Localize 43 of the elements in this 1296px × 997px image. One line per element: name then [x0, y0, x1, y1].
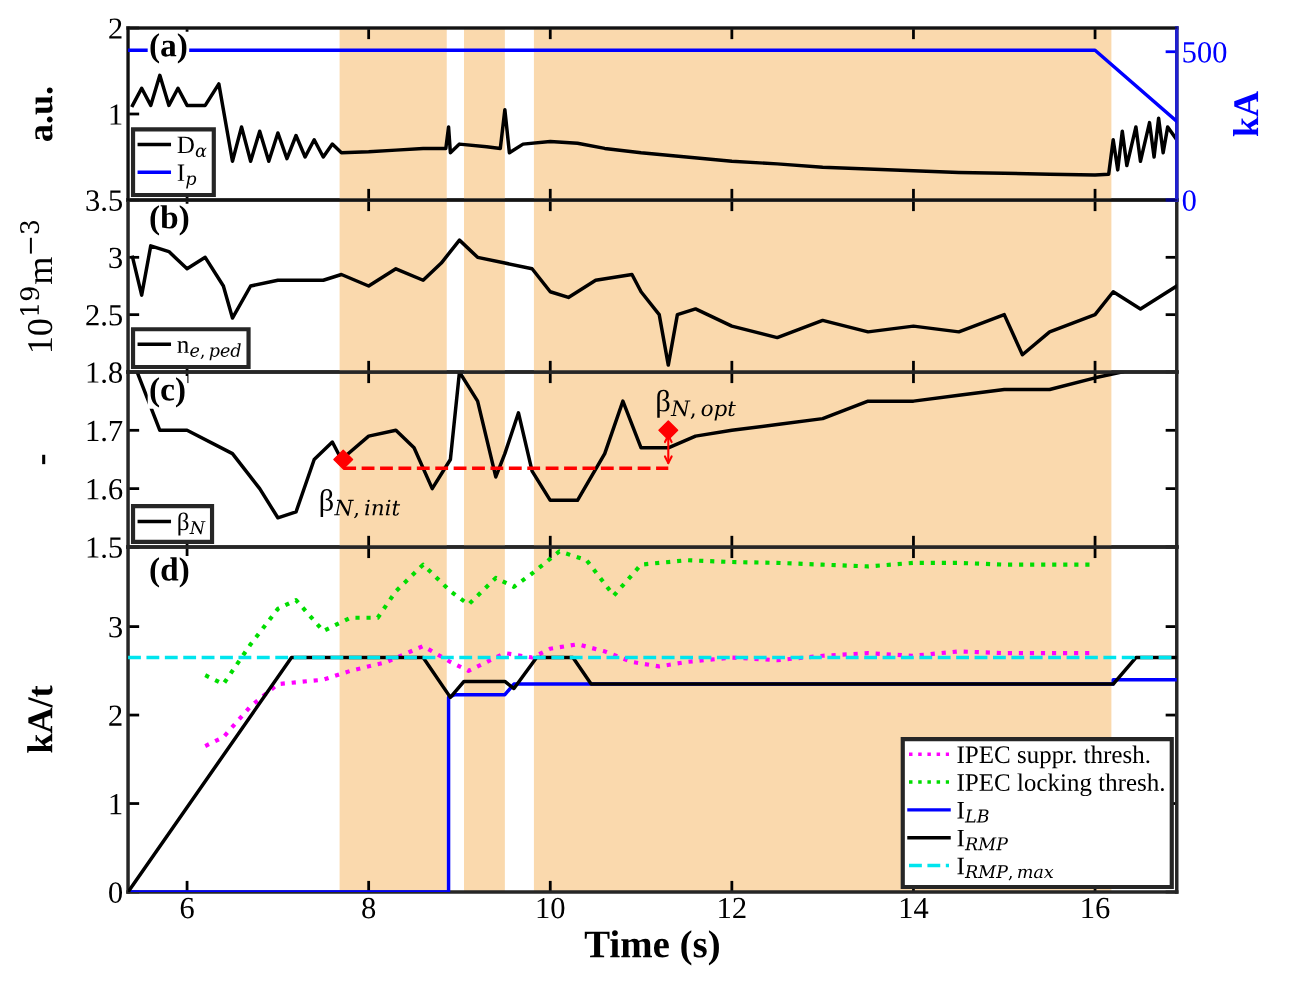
- x-tick-label: 16: [1082, 897, 1110, 919]
- y-axis-title: -: [42, 454, 46, 465]
- y-tick-label: 2: [109, 705, 122, 726]
- x-tick-label: 8: [362, 897, 376, 919]
- y-tick-label: 1: [110, 104, 122, 125]
- y-tick-label: 1.7: [87, 420, 123, 442]
- x-axis-title: Time (s): [584, 930, 719, 966]
- legend-label: I$_{RMP}$: [957, 829, 1008, 851]
- annotation: β$_{N,init}$: [320, 489, 401, 519]
- y2-tick-label: 500: [1183, 42, 1227, 63]
- y-tick-label: 3.5: [86, 190, 122, 212]
- legend-label: I$_{LB}$: [957, 802, 989, 823]
- legend-label: I$_{RMP,max}$: [957, 857, 1054, 881]
- x-tick-label: 12: [719, 897, 746, 919]
- y-tick-label: 3: [109, 247, 122, 269]
- y-tick-label: 1.6: [87, 479, 123, 500]
- line-series: [130, 238, 1177, 367]
- legend-label: n$_{e,ped}$: [177, 340, 241, 361]
- annotation: β$_{N,opt}$: [657, 389, 736, 421]
- annotation: (d): [150, 557, 189, 588]
- y-tick-label: 3: [109, 616, 122, 638]
- x-tick-label: 14: [900, 897, 929, 919]
- annotation: (c): [150, 377, 185, 408]
- y-axis-title: kA/t: [27, 685, 53, 753]
- annotation: (a): [150, 33, 187, 64]
- y-axis-title: a.u.: [35, 87, 53, 141]
- annotation: (b): [150, 205, 189, 236]
- y-tick-label: 0: [109, 882, 123, 903]
- legend-label: I$_{p}$: [177, 164, 197, 189]
- y-tick-label: 2.5: [86, 305, 122, 326]
- y-tick-label: 1.5: [87, 537, 122, 558]
- legend-label: IPEC suppr. thresh.: [957, 745, 1150, 769]
- y-tick-label: 1.8: [87, 362, 123, 384]
- y-axis-title: 10$^{19}$m$^{−3}$: [20, 220, 53, 352]
- legend-label: IPEC locking thresh.: [957, 773, 1164, 797]
- legend-label: D$_{α}$: [177, 136, 207, 158]
- x-tick-label: 10: [537, 897, 565, 919]
- y-tick-label: 2: [109, 18, 122, 39]
- legend-label: β$_{N}$: [178, 512, 206, 536]
- y2-tick-label: 0: [1182, 190, 1196, 211]
- y-tick-label: 1: [110, 793, 122, 815]
- x-tick-label: 6: [180, 897, 194, 919]
- y2-axis-title: kA: [1233, 91, 1259, 137]
